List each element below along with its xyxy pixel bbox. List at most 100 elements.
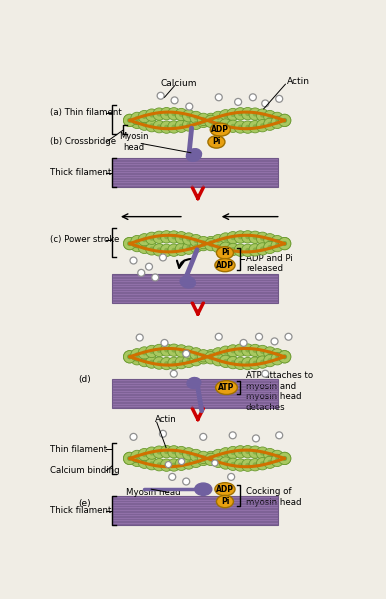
Circle shape	[190, 234, 202, 247]
Circle shape	[223, 452, 228, 456]
Circle shape	[171, 361, 176, 366]
Bar	[112, 496, 278, 525]
Circle shape	[219, 355, 232, 368]
Circle shape	[138, 355, 151, 367]
Ellipse shape	[180, 276, 195, 288]
Circle shape	[157, 450, 162, 455]
Circle shape	[212, 240, 224, 253]
Circle shape	[242, 358, 254, 370]
Circle shape	[142, 452, 147, 457]
Circle shape	[127, 355, 132, 359]
Ellipse shape	[208, 136, 225, 148]
Circle shape	[142, 237, 147, 242]
Circle shape	[175, 345, 188, 357]
Circle shape	[200, 434, 207, 440]
Circle shape	[252, 247, 257, 252]
Circle shape	[175, 356, 188, 369]
Circle shape	[245, 111, 250, 116]
Circle shape	[215, 333, 222, 340]
Circle shape	[282, 355, 287, 359]
Circle shape	[164, 449, 169, 454]
Circle shape	[201, 455, 206, 460]
Circle shape	[146, 120, 158, 132]
Circle shape	[201, 355, 206, 360]
Circle shape	[271, 112, 283, 125]
Circle shape	[275, 239, 280, 244]
Circle shape	[124, 114, 136, 126]
Circle shape	[264, 347, 276, 359]
Circle shape	[271, 353, 283, 365]
Circle shape	[227, 232, 239, 244]
Circle shape	[193, 357, 198, 362]
Circle shape	[271, 454, 283, 467]
Circle shape	[183, 478, 190, 485]
Circle shape	[136, 334, 143, 341]
Circle shape	[238, 347, 243, 353]
Circle shape	[252, 462, 257, 467]
Circle shape	[175, 446, 188, 459]
Circle shape	[146, 243, 158, 255]
Circle shape	[186, 461, 191, 465]
Circle shape	[168, 344, 180, 356]
Circle shape	[223, 350, 228, 355]
Circle shape	[212, 117, 224, 129]
Circle shape	[234, 446, 247, 458]
Circle shape	[260, 450, 265, 456]
Circle shape	[227, 243, 239, 256]
Circle shape	[212, 353, 224, 366]
Bar	[112, 379, 278, 409]
Ellipse shape	[195, 483, 212, 495]
Circle shape	[230, 349, 235, 353]
Circle shape	[168, 121, 180, 133]
Text: Thick filament: Thick filament	[50, 506, 111, 515]
Circle shape	[278, 114, 291, 126]
Circle shape	[230, 112, 235, 117]
Circle shape	[183, 447, 195, 460]
Circle shape	[223, 359, 228, 364]
Circle shape	[149, 246, 154, 252]
Circle shape	[193, 459, 198, 464]
Circle shape	[223, 246, 228, 250]
Circle shape	[245, 449, 250, 454]
Circle shape	[127, 118, 132, 123]
Circle shape	[197, 237, 210, 249]
Circle shape	[138, 118, 151, 131]
Circle shape	[227, 458, 239, 470]
Text: Calcium binding: Calcium binding	[50, 466, 119, 475]
Circle shape	[183, 119, 195, 131]
Circle shape	[234, 344, 247, 356]
Circle shape	[131, 116, 143, 129]
Circle shape	[186, 452, 191, 456]
Circle shape	[186, 359, 191, 364]
Circle shape	[190, 117, 202, 129]
Circle shape	[153, 459, 165, 471]
Circle shape	[142, 114, 147, 119]
Circle shape	[153, 231, 165, 243]
Circle shape	[267, 460, 273, 465]
Circle shape	[164, 347, 169, 352]
Circle shape	[285, 333, 292, 340]
Circle shape	[131, 353, 143, 365]
Circle shape	[223, 461, 228, 465]
Circle shape	[142, 350, 147, 355]
Circle shape	[178, 458, 185, 465]
Circle shape	[160, 231, 173, 243]
Circle shape	[149, 461, 154, 466]
Circle shape	[242, 121, 254, 134]
Circle shape	[227, 345, 239, 357]
Circle shape	[186, 350, 191, 355]
Circle shape	[159, 254, 166, 261]
Circle shape	[179, 247, 184, 252]
Text: ADP and Pi
released: ADP and Pi released	[246, 254, 293, 273]
Circle shape	[260, 461, 265, 466]
Circle shape	[179, 462, 184, 467]
Text: ADP: ADP	[216, 485, 234, 494]
Circle shape	[267, 237, 273, 242]
Circle shape	[252, 435, 259, 442]
Circle shape	[219, 242, 232, 255]
Circle shape	[256, 232, 269, 244]
Circle shape	[160, 446, 173, 458]
Text: Actin: Actin	[155, 416, 177, 425]
Circle shape	[153, 244, 165, 256]
Circle shape	[278, 350, 291, 363]
